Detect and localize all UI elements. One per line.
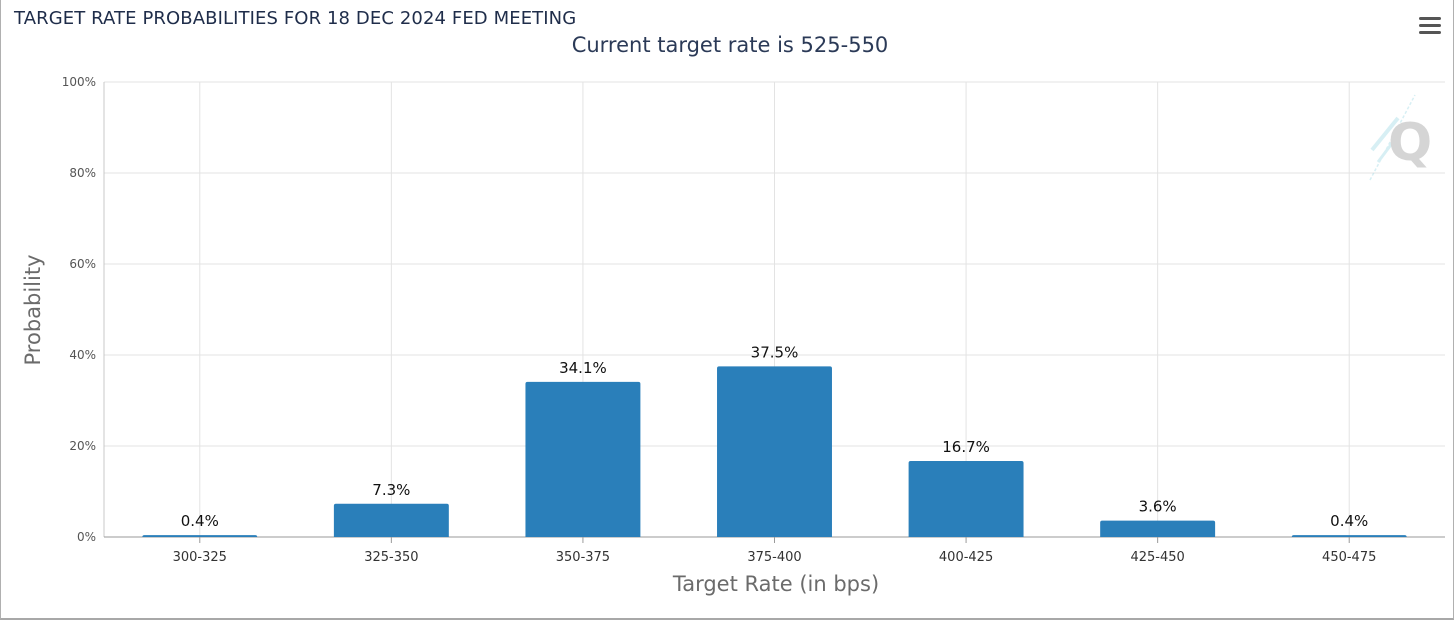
y-tick-label: 100% xyxy=(62,75,96,89)
bar xyxy=(1100,520,1216,537)
bar xyxy=(142,535,258,538)
bar xyxy=(1291,535,1407,538)
data-label: 3.6% xyxy=(1139,498,1177,516)
q-logo-icon: Q xyxy=(1369,94,1432,181)
data-label: 0.4% xyxy=(181,512,219,530)
chart-subtitle: Current target rate is 525-550 xyxy=(571,33,889,57)
y-tick-label: 60% xyxy=(69,257,96,271)
x-tick-label: 300-325 xyxy=(173,550,227,565)
svg-text:Q: Q xyxy=(1388,113,1432,173)
x-tick-label: 325-350 xyxy=(364,550,418,565)
y-axis-title: Probability xyxy=(21,254,45,365)
data-label: 34.1% xyxy=(559,359,607,377)
data-label: 7.3% xyxy=(372,481,410,499)
x-tick-label: 350-375 xyxy=(556,550,610,565)
hamburger-menu-icon[interactable] xyxy=(1419,17,1441,37)
bar xyxy=(333,503,449,537)
bar xyxy=(908,461,1024,537)
y-tick-label: 20% xyxy=(69,439,96,453)
page-title: TARGET RATE PROBABILITIES FOR 18 DEC 202… xyxy=(14,8,577,29)
x-tick-label: 375-400 xyxy=(747,550,801,565)
axes: 0% 20% 40% 60% 80% 100% 300-325 325-350 350-375 3… xyxy=(62,75,1445,565)
x-axis-title: Target Rate (in bps) xyxy=(672,572,879,596)
bar xyxy=(717,366,832,537)
x-tick-label: 425-450 xyxy=(1130,550,1184,565)
data-label: 0.4% xyxy=(1330,512,1368,530)
x-tick-label: 450-475 xyxy=(1322,550,1376,565)
data-label: 37.5% xyxy=(751,343,799,361)
y-tick-label: 40% xyxy=(69,348,96,362)
data-label: 16.7% xyxy=(942,438,990,456)
x-tick-label: 400-425 xyxy=(939,550,993,565)
bar xyxy=(525,381,641,537)
y-tick-label: 0% xyxy=(77,530,96,544)
bars xyxy=(142,366,1407,538)
labels: 0.4% 7.3% 34.1% 37.5% 16.7% 3.6% 0.4% xyxy=(181,343,1369,530)
y-tick-label: 80% xyxy=(69,166,96,180)
